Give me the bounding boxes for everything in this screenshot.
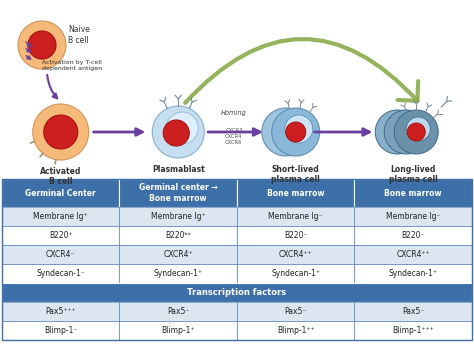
Text: B220ᵇᵒ: B220ᵇᵒ [165, 231, 191, 240]
Text: Pax5⁺⁺⁺: Pax5⁺⁺⁺ [46, 307, 76, 316]
Bar [355, 302, 472, 321]
Circle shape [407, 123, 425, 141]
Text: Membrane Ig⁻: Membrane Ig⁻ [268, 212, 323, 221]
Bar [237, 245, 355, 264]
Text: Activated
B cell: Activated B cell [40, 167, 82, 186]
Bar [119, 245, 237, 264]
Circle shape [397, 123, 415, 141]
Text: Transcription factors: Transcription factors [187, 288, 287, 297]
Circle shape [28, 31, 56, 59]
Bar [237, 302, 355, 321]
Text: Plasmablast: Plasmablast [152, 165, 205, 174]
Bar [119, 302, 237, 321]
Circle shape [396, 117, 420, 141]
Text: Membrane Ig⁺: Membrane Ig⁺ [34, 212, 88, 221]
Bar [2, 179, 119, 207]
Text: Membrane Ig⁺: Membrane Ig⁺ [151, 212, 206, 221]
Circle shape [286, 122, 306, 142]
Bar [119, 321, 237, 340]
Bar [119, 226, 237, 245]
Circle shape [272, 108, 320, 156]
Circle shape [18, 21, 66, 69]
Circle shape [276, 122, 296, 142]
Bar [355, 264, 472, 283]
Text: Pax5⁻: Pax5⁻ [167, 307, 190, 316]
FancyArrowPatch shape [185, 39, 418, 103]
Bar [2, 226, 119, 245]
Text: Syndecan-1⁻: Syndecan-1⁻ [36, 269, 85, 278]
Text: Homing: Homing [221, 110, 247, 116]
Bar [2, 264, 119, 283]
Text: B220⁻: B220⁻ [284, 231, 308, 240]
Circle shape [163, 120, 189, 146]
Circle shape [406, 117, 430, 141]
Circle shape [33, 104, 89, 160]
Text: CXCR3
CXCR4
CXCR6: CXCR3 CXCR4 CXCR6 [225, 128, 243, 145]
Bar [355, 179, 472, 207]
Text: B220⁺: B220⁺ [49, 231, 73, 240]
Bar [237, 321, 355, 340]
Bar [237, 264, 355, 283]
Text: Blimp-1⁻: Blimp-1⁻ [44, 326, 77, 335]
Circle shape [44, 115, 78, 149]
Text: Blimp-1⁺⁺⁺: Blimp-1⁺⁺⁺ [392, 326, 434, 335]
Text: Pax5⁻: Pax5⁻ [402, 307, 424, 316]
Text: CXCR4⁻: CXCR4⁻ [46, 250, 75, 259]
Text: Bone marrow: Bone marrow [384, 188, 442, 197]
Circle shape [262, 108, 310, 156]
Text: Germinal Center: Germinal Center [26, 188, 96, 197]
Circle shape [275, 115, 303, 143]
Bar [237, 179, 355, 207]
Text: Naive
B cell: Naive B cell [68, 25, 90, 45]
Bar [2, 245, 119, 264]
Circle shape [166, 112, 198, 144]
Circle shape [394, 110, 438, 154]
Bar [237, 226, 355, 245]
Text: Germinal center →
Bone marrow: Germinal center → Bone marrow [139, 183, 218, 203]
Bar [237, 207, 355, 226]
Bar [119, 207, 237, 226]
Text: Short-lived
plasma cell: Short-lived plasma cell [272, 165, 320, 185]
Text: Bone marrow: Bone marrow [267, 188, 325, 197]
Text: CXCR4⁺⁺: CXCR4⁺⁺ [396, 250, 430, 259]
Bar [2, 283, 472, 302]
Bar [355, 245, 472, 264]
Text: Long-lived
plasma cell: Long-lived plasma cell [389, 165, 438, 185]
Bar [2, 179, 472, 340]
Circle shape [285, 115, 313, 143]
Text: CXCR4⁺⁺: CXCR4⁺⁺ [279, 250, 313, 259]
Text: Blimp-1⁺⁺: Blimp-1⁺⁺ [277, 326, 315, 335]
Bar [2, 207, 119, 226]
Text: Syndecan-1⁺: Syndecan-1⁺ [154, 269, 203, 278]
Circle shape [384, 110, 428, 154]
Text: Activation by T-cell
dependent antigen: Activation by T-cell dependent antigen [42, 60, 102, 71]
Bar [355, 226, 472, 245]
Bar [2, 302, 119, 321]
Text: Pax5⁻: Pax5⁻ [284, 307, 307, 316]
Bar [355, 321, 472, 340]
Text: Membrane Ig⁻: Membrane Ig⁻ [386, 212, 440, 221]
Bar [355, 207, 472, 226]
Text: CXCR4⁺: CXCR4⁺ [164, 250, 193, 259]
Bar [119, 264, 237, 283]
Bar [2, 321, 119, 340]
Circle shape [388, 123, 406, 141]
Text: Syndecan-1⁺: Syndecan-1⁺ [389, 269, 438, 278]
Text: B220⁻: B220⁻ [401, 231, 425, 240]
Text: Syndecan-1⁺: Syndecan-1⁺ [271, 269, 320, 278]
Circle shape [387, 117, 411, 141]
Bar [119, 179, 237, 207]
Circle shape [375, 110, 419, 154]
Circle shape [152, 106, 204, 158]
Text: Blimp-1⁺: Blimp-1⁺ [162, 326, 195, 335]
